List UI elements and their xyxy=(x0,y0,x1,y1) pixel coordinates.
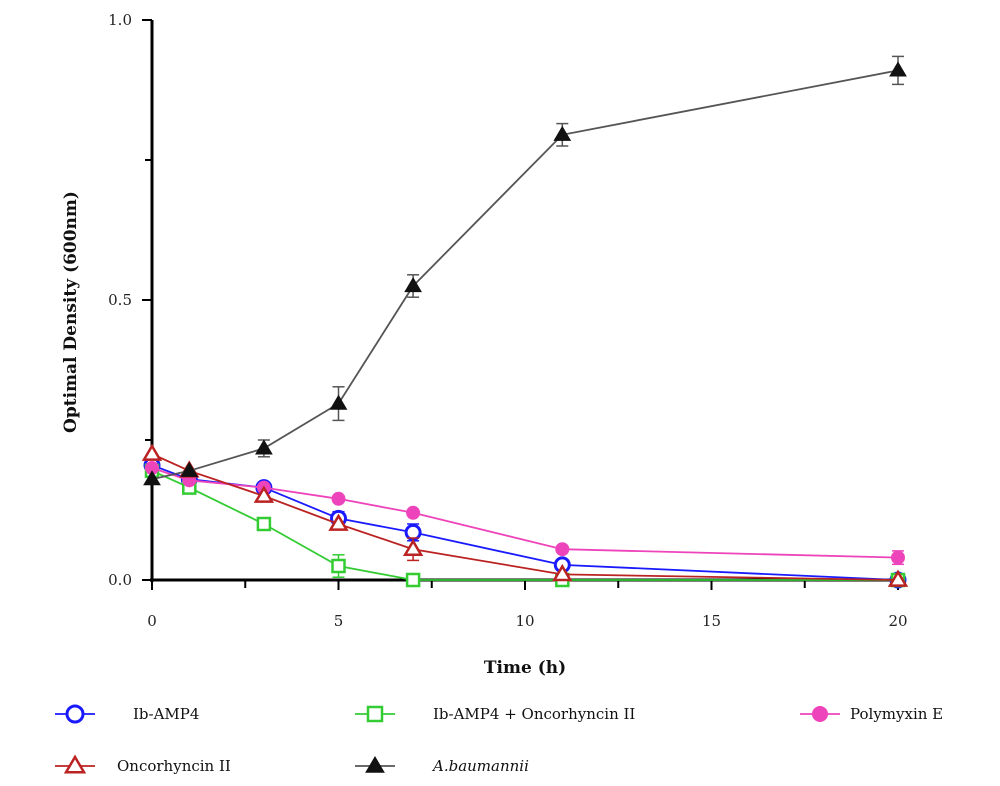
data-point xyxy=(405,572,421,588)
series-4 xyxy=(143,55,907,486)
axes: 0.0 0.5 1.0 0 5 10 15 20 xyxy=(108,11,907,630)
legend-label: Ib-AMP4 xyxy=(133,705,199,723)
series-3 xyxy=(141,443,909,587)
data-point xyxy=(404,277,422,293)
legend-marker xyxy=(65,704,85,724)
legend: Ib-AMP4 Ib-AMP4 + Oncorhyncin II Polymyxin… xyxy=(55,704,943,775)
series-line xyxy=(151,69,899,481)
x-tick-label: 10 xyxy=(515,612,534,630)
data-point xyxy=(141,443,163,461)
y-tick-label: 1.0 xyxy=(108,11,132,29)
data-point xyxy=(328,513,349,531)
data-point xyxy=(552,563,573,582)
legend-label: Oncorhyncin II xyxy=(117,757,231,775)
data-point xyxy=(331,558,346,574)
y-axis-title: Optimal Density (600nm) xyxy=(61,191,81,433)
data-point xyxy=(887,569,909,587)
legend-label: Polymyxin E xyxy=(850,705,943,723)
legend-label: Ib-AMP4 + Oncorhyncin II xyxy=(433,705,635,723)
data-point xyxy=(256,516,272,532)
data-point xyxy=(180,461,199,477)
data-point xyxy=(402,538,424,557)
x-tick-label: 15 xyxy=(702,612,721,630)
legend-marker xyxy=(365,756,385,773)
data-point xyxy=(891,550,905,565)
data-point xyxy=(555,542,570,557)
y-tick-label: 0.0 xyxy=(108,571,132,589)
legend-label: A.baumannii xyxy=(431,757,529,775)
y-tick-label: 0.5 xyxy=(108,291,132,309)
data-point xyxy=(143,470,161,486)
legend-marker xyxy=(812,706,828,722)
legend-item-1: Ib-AMP4 + Oncorhyncin II xyxy=(355,705,635,723)
series-2 xyxy=(145,461,905,566)
data-point xyxy=(329,394,348,410)
x-tick-label: 20 xyxy=(888,612,907,630)
data-point xyxy=(255,439,273,455)
legend-item-4: A.baumannii xyxy=(355,756,529,775)
legend-marker xyxy=(63,754,87,774)
legend-marker xyxy=(366,705,384,723)
x-tick-label: 0 xyxy=(147,612,157,630)
x-axis-title: Time (h) xyxy=(484,658,566,678)
data-point xyxy=(331,491,346,506)
legend-item-3: Oncorhyncin II xyxy=(55,754,231,775)
data-point xyxy=(889,61,907,77)
x-tick-label: 5 xyxy=(334,612,344,630)
data-point xyxy=(553,125,572,141)
legend-item-0: Ib-AMP4 xyxy=(55,704,199,724)
legend-item-2: Polymyxin E xyxy=(800,705,943,723)
series-layer xyxy=(141,55,909,589)
data-point xyxy=(406,505,421,520)
data-point xyxy=(253,485,275,503)
